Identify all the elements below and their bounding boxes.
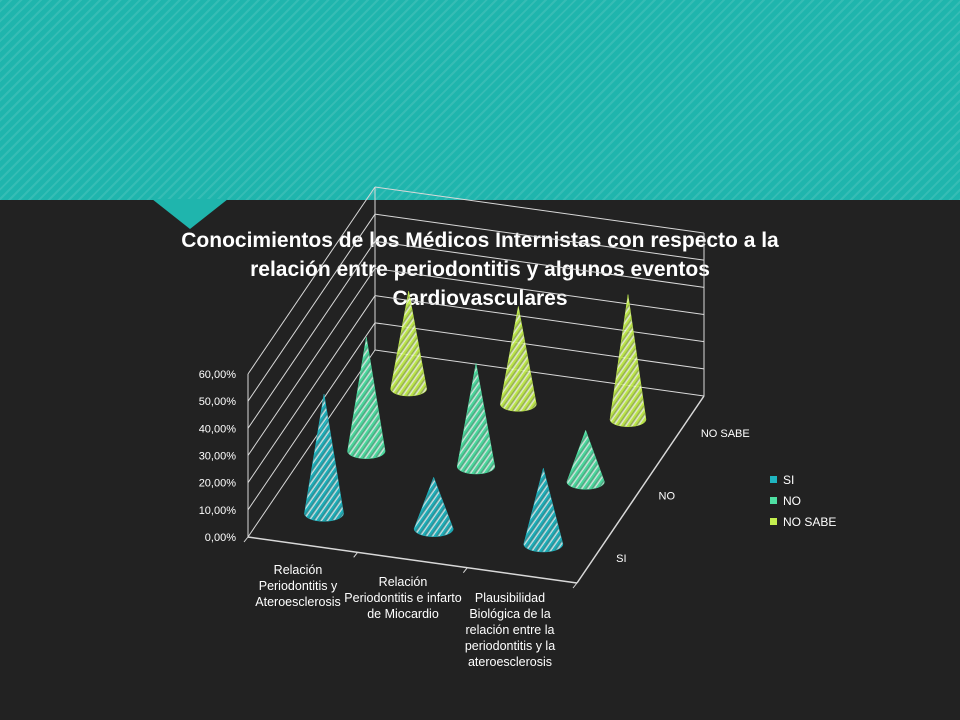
- cone-no-sabe-cat2: [500, 306, 537, 412]
- legend-swatch: [770, 518, 777, 525]
- depth-label-no: NO: [659, 491, 676, 503]
- legend-label: NO: [783, 493, 801, 508]
- cone-si-cat1: [304, 393, 344, 522]
- y-tick-label: 20,00%: [199, 478, 237, 490]
- gridline-back: [374, 268, 705, 315]
- x-tick: [243, 536, 249, 543]
- cone-si-cat2: [413, 476, 454, 537]
- depth-label-no-sabe: NO SABE: [701, 428, 750, 440]
- gridline-back: [374, 349, 705, 397]
- depth-label-si: SI: [616, 553, 626, 565]
- x-category-label: Relación Periodontitis y Ateroesclerosis: [255, 563, 341, 609]
- header-banner: [0, 0, 960, 200]
- gridline-side: [247, 186, 376, 375]
- gridline-side: [247, 349, 376, 538]
- cone-no-sabe-cat1: [390, 290, 427, 397]
- chart-legend: SI NO NO SABE: [770, 469, 836, 532]
- x-tick: [572, 582, 578, 589]
- legend-swatch: [770, 476, 777, 483]
- legend-swatch: [770, 497, 777, 504]
- cone-no-cat1: [347, 337, 386, 459]
- cone-no-cat2: [456, 363, 496, 475]
- gridline-side: [247, 213, 376, 402]
- legend-item-no-sabe: NO SABE: [770, 511, 836, 532]
- x-category-label: Plausibilidad Biológica de la relación e…: [464, 591, 556, 669]
- gridline-back: [374, 322, 705, 370]
- gridline-side: [247, 322, 376, 511]
- gridline-back: [374, 213, 705, 261]
- y-tick-label: 30,00%: [199, 451, 237, 463]
- gridline-side: [247, 268, 376, 456]
- cone-no-sabe-cat3: [609, 294, 647, 427]
- x-axis: [247, 536, 578, 584]
- y-tick-label: 40,00%: [199, 423, 237, 435]
- gridline-back: [374, 186, 705, 234]
- legend-item-si: SI: [770, 469, 836, 490]
- x-category-label: Relación Periodontitis e infarto de Mioc…: [344, 575, 462, 621]
- gridline-side: [247, 295, 376, 483]
- cone-si-cat3: [523, 468, 564, 553]
- y-tick-label: 10,00%: [199, 505, 237, 517]
- x-tick: [353, 552, 359, 558]
- banner-notch: [152, 199, 228, 229]
- legend-label: SI: [783, 472, 795, 487]
- y-tick-label: 0,00%: [205, 532, 236, 544]
- legend-item-no: NO: [770, 490, 836, 511]
- gridline-side: [247, 241, 376, 429]
- y-tick-label: 60,00%: [199, 369, 237, 381]
- gridline-back: [374, 240, 705, 288]
- x-tick: [462, 567, 468, 573]
- depth-axis: [576, 395, 705, 584]
- cone-no-cat3: [566, 429, 605, 490]
- gridline-back: [374, 295, 705, 343]
- legend-label: NO SABE: [783, 514, 837, 529]
- y-tick-label: 50,00%: [199, 396, 237, 408]
